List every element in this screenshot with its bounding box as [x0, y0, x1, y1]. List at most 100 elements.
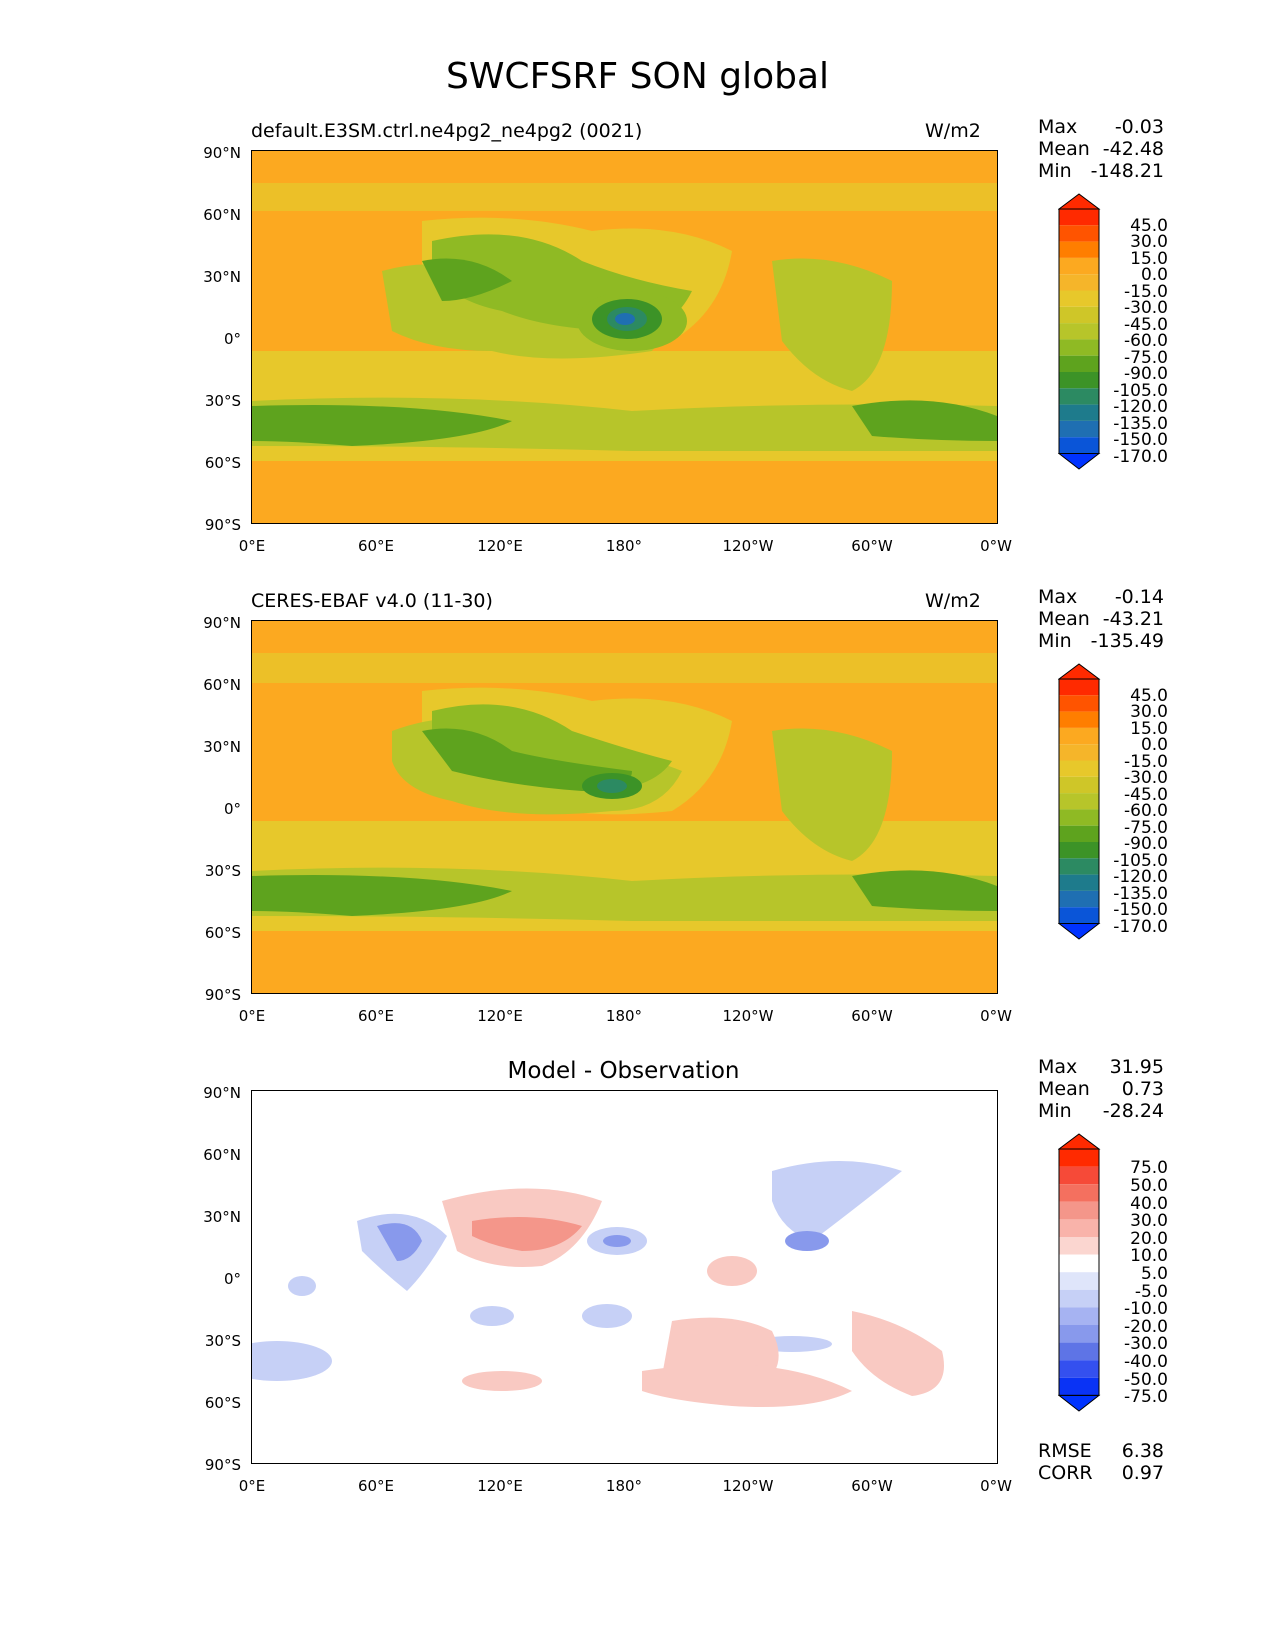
colorbar-tick: 45.0 [1130, 216, 1168, 236]
colorbar-tick: -40.0 [1124, 1352, 1168, 1372]
xtick-label: 0°W [980, 537, 1012, 555]
mean-label: Mean [1038, 138, 1090, 160]
xtick-label: 0°W [980, 1007, 1012, 1025]
colorbar-tick: -50.0 [1124, 1370, 1168, 1390]
panel1-field [252, 183, 997, 523]
mean-value: -42.48 [1102, 138, 1164, 160]
ytick-label: 60°N [203, 676, 241, 694]
colorbar-tick: -135.0 [1113, 414, 1168, 434]
colorbar-tick: 40.0 [1130, 1194, 1168, 1214]
panel2-units-label: W/m2 [925, 590, 981, 612]
colorbar-tick: 15.0 [1130, 719, 1168, 739]
colorbar-tick: -45.0 [1124, 315, 1168, 335]
panel2-colorbar [1058, 663, 1101, 940]
xtick-label: 60°W [851, 1477, 893, 1495]
ytick-label: 90°S [204, 516, 241, 534]
xtick-label: 180° [605, 1477, 643, 1495]
ytick-label: 90°N [203, 144, 241, 162]
colorbar-tick: -60.0 [1124, 801, 1168, 821]
ytick-label: 60°S [204, 1394, 241, 1412]
panel3-error-stats: RMSE 6.38 CORR 0.97 [1038, 1440, 1164, 1484]
panel1-map [251, 150, 998, 524]
ytick-label: 90°S [204, 1456, 241, 1474]
ytick-label: 30°N [203, 738, 241, 756]
colorbar-tick: -15.0 [1124, 752, 1168, 772]
panel2-stats: Max -0.14 Mean -43.21 Min -135.49 [1038, 586, 1164, 652]
colorbar-tick: 20.0 [1130, 1229, 1168, 1249]
panel3-field [252, 1161, 944, 1407]
rmse-label: RMSE [1038, 1440, 1092, 1462]
xtick-label: 60°W [851, 537, 893, 555]
colorbar-tick: 10.0 [1130, 1246, 1168, 1266]
colorbar-tick: -170.0 [1113, 447, 1168, 467]
max-value: -0.14 [1114, 586, 1164, 608]
max-value: 31.95 [1109, 1056, 1164, 1078]
colorbar-tick: 15.0 [1130, 249, 1168, 269]
min-value: -135.49 [1090, 630, 1164, 652]
mean-label: Mean [1038, 1078, 1090, 1100]
corr-label: CORR [1038, 1462, 1093, 1484]
xtick-label: 120°W [722, 537, 774, 555]
corr-value: 0.97 [1121, 1462, 1164, 1484]
colorbar-tick: -75.0 [1124, 1387, 1168, 1407]
colorbar-tick: -105.0 [1113, 851, 1168, 871]
panel3-title: Model - Observation [507, 1058, 740, 1084]
panel3-stats: Max 31.95 Mean 0.73 Min -28.24 [1038, 1056, 1164, 1122]
max-label: Max [1038, 1056, 1078, 1078]
ytick-label: 60°S [204, 924, 241, 942]
ytick-label: 60°S [204, 454, 241, 472]
ytick-label: 0° [223, 1270, 241, 1288]
colorbar-tick: -90.0 [1124, 364, 1168, 384]
min-label: Min [1038, 1100, 1072, 1122]
min-value: -28.24 [1102, 1100, 1164, 1122]
colorbar-tick: -45.0 [1124, 785, 1168, 805]
panel1-stats: Max -0.03 Mean -42.48 Min -148.21 [1038, 116, 1164, 182]
colorbar-tick: -150.0 [1113, 430, 1168, 450]
xtick-label: 60°E [357, 1477, 395, 1495]
colorbar-tick: -75.0 [1124, 818, 1168, 838]
max-label: Max [1038, 586, 1078, 608]
xtick-label: 180° [605, 1007, 643, 1025]
panel3-colorbar [1058, 1133, 1101, 1412]
mean-value: -43.21 [1102, 608, 1164, 630]
colorbar-tick: 50.0 [1130, 1176, 1168, 1196]
colorbar-tick: -10.0 [1124, 1299, 1168, 1319]
colorbar-tick: -30.0 [1124, 768, 1168, 788]
mean-label: Mean [1038, 608, 1090, 630]
mean-value: 0.73 [1121, 1078, 1164, 1100]
max-value: -0.03 [1114, 116, 1164, 138]
figure-title: SWCFSRF SON global [445, 56, 830, 97]
colorbar-tick: -150.0 [1113, 900, 1168, 920]
xtick-label: 60°W [851, 1007, 893, 1025]
colorbar-tick: -120.0 [1113, 397, 1168, 417]
colorbar-tick: 75.0 [1130, 1158, 1168, 1178]
ytick-label: 30°N [203, 268, 241, 286]
max-label: Max [1038, 116, 1078, 138]
ytick-label: 90°N [203, 1084, 241, 1102]
ytick-label: 0° [223, 800, 241, 818]
ytick-label: 60°N [203, 206, 241, 224]
colorbar-tick: -30.0 [1124, 298, 1168, 318]
colorbar-tick: -15.0 [1124, 282, 1168, 302]
ytick-label: 30°S [204, 392, 241, 410]
colorbar-tick: -170.0 [1113, 917, 1168, 937]
colorbar-tick: -75.0 [1124, 348, 1168, 368]
xtick-label: 0°E [238, 1477, 266, 1495]
ytick-label: 0° [223, 330, 241, 348]
colorbar-tick: 0.0 [1140, 265, 1168, 285]
ytick-label: 90°S [204, 986, 241, 1004]
ytick-label: 60°N [203, 1146, 241, 1164]
rmse-value: 6.38 [1121, 1440, 1164, 1462]
panel1-units-label: W/m2 [925, 120, 981, 142]
colorbar-tick: 0.0 [1140, 735, 1168, 755]
xtick-label: 120°E [477, 1477, 523, 1495]
colorbar-tick: -30.0 [1124, 1334, 1168, 1354]
min-label: Min [1038, 630, 1072, 652]
xtick-label: 180° [605, 537, 643, 555]
ytick-label: 90°N [203, 614, 241, 632]
ytick-label: 30°N [203, 1208, 241, 1226]
xtick-label: 120°W [722, 1477, 774, 1495]
colorbar-tick: 30.0 [1130, 1211, 1168, 1231]
xtick-label: 120°E [477, 537, 523, 555]
ytick-label: 30°S [204, 862, 241, 880]
